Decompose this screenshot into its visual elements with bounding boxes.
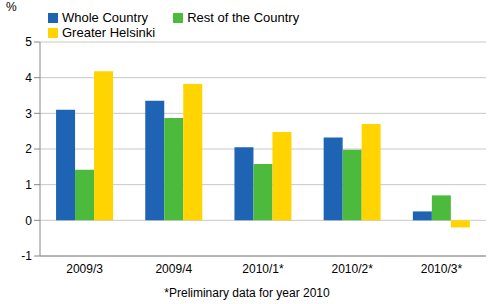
svg-text:2: 2 <box>25 142 32 156</box>
svg-text:-1: -1 <box>21 249 32 263</box>
svg-text:2010/2*: 2010/2* <box>332 262 374 276</box>
html-text:Rest of the Country: Rest of the Country <box>187 10 300 25</box>
svg-text:2009/4: 2009/4 <box>155 262 192 276</box>
svg-text:2010/3*: 2010/3* <box>421 262 463 276</box>
html-text:*Preliminary data for year 201: *Preliminary data for year 2010 <box>164 286 330 300</box>
html-text:Greater Helsinki: Greater Helsinki <box>62 25 156 40</box>
svg-text:3: 3 <box>25 107 32 121</box>
svg-text:5: 5 <box>25 35 32 49</box>
svg-text:4: 4 <box>25 71 32 85</box>
svg-text:2009/3: 2009/3 <box>66 262 103 276</box>
svg-text:1: 1 <box>25 178 32 192</box>
html-text:Whole Country: Whole Country <box>62 10 148 25</box>
svg-text:0: 0 <box>25 214 32 228</box>
svg-text:2010/1*: 2010/1* <box>242 262 284 276</box>
